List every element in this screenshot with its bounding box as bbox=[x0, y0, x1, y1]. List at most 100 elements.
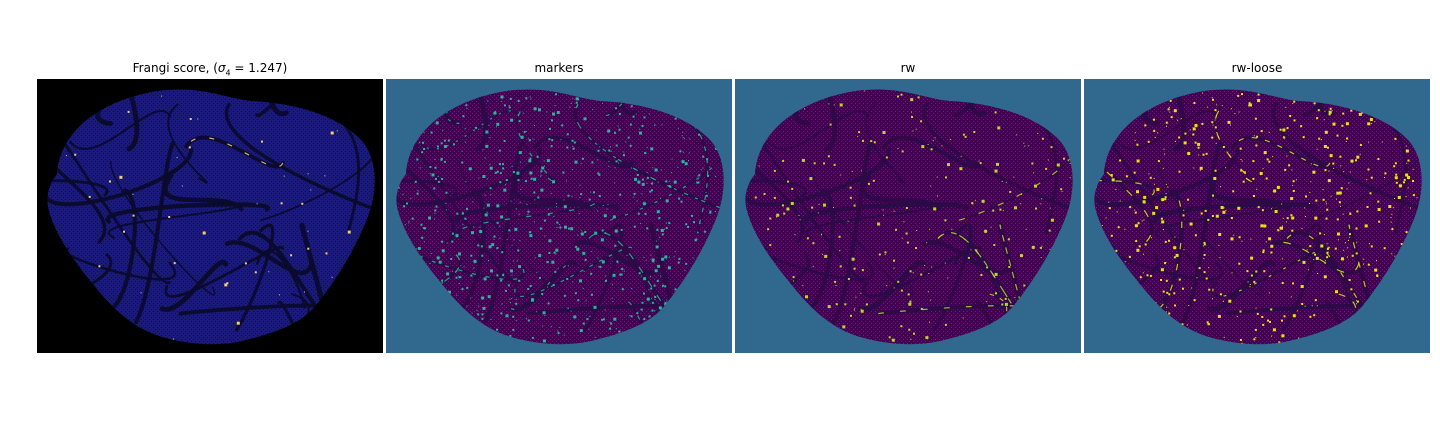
highlight-speck bbox=[557, 268, 559, 270]
highlight-speck bbox=[886, 285, 888, 287]
highlight-speck bbox=[488, 245, 492, 249]
highlight-speck bbox=[487, 295, 491, 299]
vessel-curve bbox=[396, 147, 543, 207]
highlight-speck bbox=[1310, 163, 1312, 165]
highlight-speck bbox=[470, 254, 473, 257]
highlight-speck bbox=[1040, 257, 1042, 258]
highlight-speck bbox=[783, 212, 786, 215]
highlight-speck bbox=[1237, 94, 1240, 97]
highlight-speck bbox=[496, 170, 499, 173]
highlight-speck bbox=[1125, 175, 1128, 178]
highlight-speck bbox=[1160, 268, 1164, 272]
highlight-speck bbox=[776, 213, 780, 217]
highlight-speck bbox=[576, 247, 580, 251]
highlight-speck bbox=[553, 216, 555, 218]
highlight-speck bbox=[1253, 135, 1255, 137]
highlight-speck bbox=[677, 128, 679, 130]
highlight-speck bbox=[461, 288, 464, 291]
highlight-speck bbox=[1239, 339, 1242, 341]
highlight-speck bbox=[908, 302, 912, 306]
highlight-speck bbox=[1157, 132, 1159, 134]
highlight-speck bbox=[324, 175, 326, 177]
highlight-speck bbox=[613, 317, 617, 321]
highlight-speck bbox=[549, 127, 551, 130]
highlight-speck bbox=[592, 109, 594, 111]
highlight-speck bbox=[540, 188, 544, 192]
highlight-speck bbox=[827, 155, 830, 158]
highlight-speck bbox=[443, 160, 446, 163]
highlight-speck bbox=[1153, 183, 1155, 185]
highlight-streak bbox=[958, 131, 1073, 221]
highlight-speck bbox=[928, 273, 930, 274]
highlight-speck bbox=[1056, 163, 1060, 167]
highlight-speck bbox=[1349, 233, 1351, 236]
vessel-curve bbox=[396, 179, 458, 197]
highlight-speck bbox=[654, 296, 657, 298]
panel-title-markers: markers bbox=[534, 61, 584, 75]
highlight-speck bbox=[1134, 211, 1137, 214]
highlight-speck bbox=[478, 305, 480, 307]
vessel-curve bbox=[922, 240, 1013, 275]
highlight-speck bbox=[304, 291, 305, 293]
highlight-speck bbox=[189, 118, 192, 120]
highlight-speck bbox=[1395, 181, 1398, 184]
highlight-speck bbox=[1168, 239, 1170, 242]
highlight-speck bbox=[658, 217, 661, 220]
highlight-speck bbox=[584, 231, 587, 233]
highlight-speck bbox=[1230, 108, 1232, 110]
highlight-speck bbox=[572, 98, 574, 100]
highlight-speck bbox=[620, 228, 623, 231]
highlight-speck bbox=[605, 232, 607, 234]
vessel-curve bbox=[110, 160, 216, 296]
vessel-curve bbox=[256, 249, 307, 309]
highlight-speck bbox=[563, 205, 567, 209]
highlight-speck bbox=[325, 252, 328, 255]
highlight-speck bbox=[1214, 126, 1217, 129]
highlight-speck bbox=[1147, 140, 1150, 143]
highlight-speck bbox=[626, 254, 628, 256]
highlight-speck bbox=[1013, 176, 1015, 178]
highlight-speck bbox=[1270, 244, 1274, 248]
highlight-speck bbox=[934, 137, 936, 139]
highlight-speck bbox=[1262, 168, 1264, 170]
highlight-speck bbox=[972, 203, 974, 205]
highlight-speck bbox=[823, 203, 826, 207]
highlight-speck bbox=[1403, 178, 1406, 181]
highlight-speck bbox=[494, 172, 496, 174]
highlight-speck bbox=[527, 210, 530, 213]
highlight-speck bbox=[1282, 217, 1284, 219]
highlight-speck bbox=[715, 211, 716, 213]
highlight-speck bbox=[597, 172, 600, 175]
highlight-speck bbox=[591, 251, 593, 253]
highlight-speck bbox=[1254, 117, 1257, 120]
highlight-speck bbox=[1262, 251, 1265, 254]
highlight-speck bbox=[1362, 258, 1364, 260]
highlight-speck bbox=[1359, 153, 1361, 155]
highlight-speck bbox=[1153, 129, 1156, 132]
highlight-speck bbox=[1376, 274, 1379, 277]
highlight-speck bbox=[1173, 256, 1176, 259]
highlight-speck bbox=[1328, 110, 1332, 114]
highlight-speck bbox=[967, 256, 970, 259]
highlight-speck bbox=[1281, 225, 1283, 227]
highlight-streak bbox=[878, 305, 1029, 315]
highlight-speck bbox=[1243, 171, 1246, 174]
highlight-speck bbox=[593, 305, 597, 309]
highlight-speck bbox=[491, 243, 495, 247]
highlight-speck bbox=[423, 148, 426, 150]
highlight-speck bbox=[1298, 337, 1300, 339]
highlight-speck bbox=[1304, 207, 1306, 209]
highlight-speck bbox=[905, 232, 908, 235]
vessel-curve bbox=[745, 179, 807, 197]
highlight-speck bbox=[1343, 249, 1345, 251]
highlight-speck bbox=[1309, 192, 1311, 193]
highlight-speck bbox=[912, 272, 914, 274]
highlight-speck bbox=[640, 308, 643, 311]
highlight-speck bbox=[596, 159, 598, 161]
highlight-speck bbox=[556, 203, 557, 205]
highlight-speck bbox=[1341, 124, 1344, 127]
highlight-speck bbox=[619, 273, 622, 276]
highlight-speck bbox=[1394, 162, 1397, 165]
highlight-speck bbox=[1115, 249, 1118, 252]
highlight-speck bbox=[638, 272, 641, 275]
